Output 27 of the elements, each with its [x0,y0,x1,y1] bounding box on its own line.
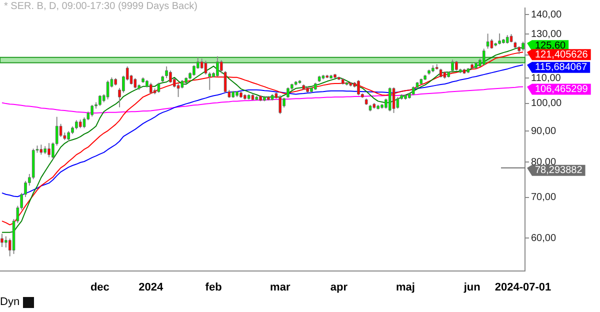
x-tick-label: dec [90,281,110,294]
candlestick [498,32,501,45]
candlestick [455,60,458,72]
candlestick [286,86,290,98]
data-label: 115,684067 [535,62,588,74]
text: 125,60 [535,40,566,52]
y-tick-label: 140,00 [531,9,562,20]
x-tick-label: maj [396,281,415,294]
y-tick-label: 100,00 [531,98,562,110]
x-tick-label: 2024-07-01 [494,281,552,294]
x-tick-label: jun [462,281,481,294]
y-tick-label: 70,00 [531,192,556,204]
x-tick-label: feb [205,281,222,294]
candlestick [216,56,219,78]
x-tick-label: 2024 [138,281,164,294]
text: Dyn [0,296,20,308]
x-tick-label: mar [270,281,291,294]
chart-title: * SER. B, D, 09:00-17:30 (9999 Days Back) [4,1,198,12]
ref-line-label: 78,293882 [535,165,583,176]
x-tick-label: apr [330,281,348,294]
y-tick-label: 90,00 [531,126,556,137]
y-tick-label: 60,00 [531,232,556,244]
data-label: 106,465299 [535,84,588,96]
candlestick [451,59,454,72]
data-label: 121,405626 [535,49,588,60]
y-tick-label: 110,00 [531,72,562,84]
y-tick-label: 130,00 [531,28,562,40]
